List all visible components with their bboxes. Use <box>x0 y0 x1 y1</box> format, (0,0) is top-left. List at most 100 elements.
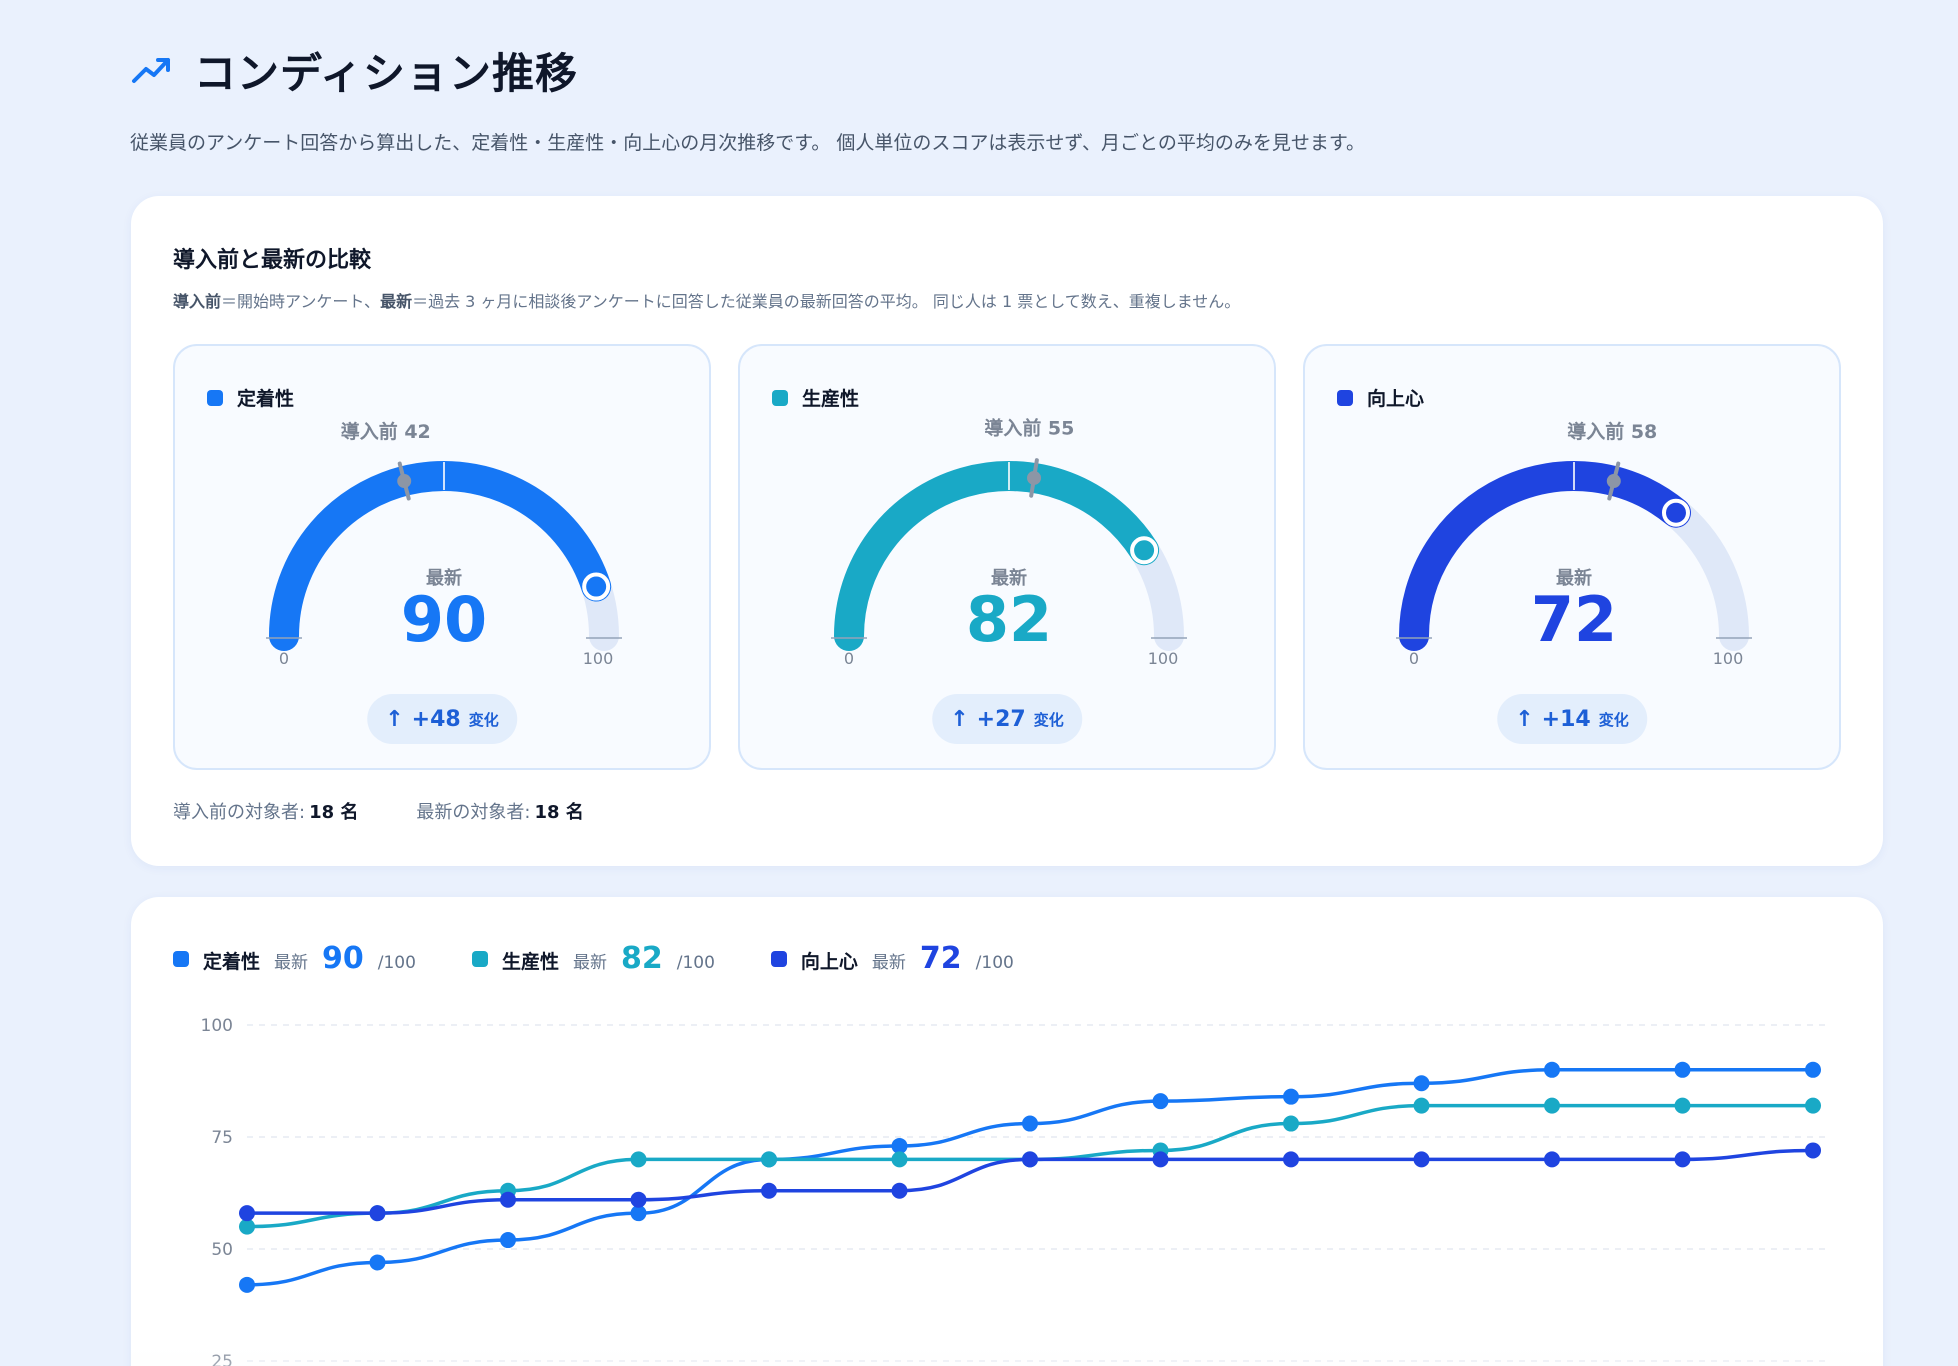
page-header: コンディション推移 <box>130 40 578 101</box>
data-point <box>369 1254 386 1271</box>
y-tick-label: 75 <box>211 1128 233 1148</box>
gauge-name: 向上心 <box>1367 388 1425 410</box>
before-marker-dot <box>1606 474 1621 489</box>
legend-dot <box>770 950 787 967</box>
data-point <box>1674 1151 1691 1168</box>
change-value: +14 <box>1541 706 1591 732</box>
page-description: 従業員のアンケート回答から算出した、定着性・生産性・向上心の月次推移です。 個人… <box>130 132 1365 154</box>
data-point <box>630 1191 647 1208</box>
before-marker-dot <box>397 474 412 489</box>
change-unit: 変化 <box>1033 710 1064 729</box>
legend-max: /100 <box>377 953 416 973</box>
gauge-max-label: 100 <box>1148 649 1179 668</box>
legend-latest-label: 最新 <box>274 953 309 973</box>
count-before: 導入前の対象者: 18 名 <box>173 802 359 823</box>
data-point <box>761 1151 777 1168</box>
y-tick-label: 100 <box>201 1016 233 1036</box>
latest-value: 72 <box>1531 583 1617 656</box>
gauge-card-retention: 導入前 42 最新 90 0 100 定着性 ↑ +48 変化 <box>173 344 711 770</box>
data-point <box>1805 1142 1821 1159</box>
legend-item-productivity: 生産性 最新 82 /100 <box>471 941 715 976</box>
data-point <box>1413 1151 1430 1168</box>
data-point <box>1544 1151 1560 1168</box>
data-point <box>891 1151 908 1168</box>
data-point <box>369 1205 386 1222</box>
legend-max: /100 <box>676 953 715 973</box>
y-tick-label: 50 <box>211 1240 233 1260</box>
gauge-min-label: 0 <box>1409 649 1419 668</box>
data-point <box>1674 1097 1691 1114</box>
latest-marker <box>1661 498 1690 527</box>
arrow-up-icon: ↑ <box>385 706 404 732</box>
legend-dot <box>173 950 189 967</box>
gauge-min-label: 0 <box>279 649 289 668</box>
latest-marker <box>582 572 611 601</box>
data-point <box>761 1182 777 1199</box>
data-point <box>500 1232 516 1249</box>
change-unit: 変化 <box>468 710 499 729</box>
data-point <box>239 1218 255 1235</box>
arrow-up-icon: ↑ <box>1515 706 1534 732</box>
legend-value: 82 <box>620 941 663 976</box>
respondent-counts: 導入前の対象者: 18 名 最新の対象者: 18 名 <box>173 798 584 824</box>
trend-chart-card: 定着性 最新 90 /100 生産性 最新 82 /100 向上心 最新 72 … <box>131 897 1883 1366</box>
data-point <box>1413 1097 1430 1114</box>
gauge-fill <box>834 461 1160 651</box>
before-marker-dot <box>1027 470 1042 485</box>
gauge-card-productivity: 導入前 55 最新 82 0 100 生産性 ↑ +27 変化 <box>738 344 1276 770</box>
legend-dot <box>471 950 488 967</box>
series-line <box>246 1068 1813 1287</box>
section-note: 導入前＝開始時アンケート、最新＝過去 3 ヶ月に相談後アンケートに回答した従業員… <box>173 292 1241 311</box>
data-point <box>630 1205 647 1222</box>
legend-value: 72 <box>919 941 962 976</box>
data-point <box>1544 1061 1560 1078</box>
data-point <box>1022 1151 1038 1168</box>
change-value: +27 <box>976 706 1026 732</box>
legend-latest-label: 最新 <box>871 953 906 973</box>
compare-card: 導入前と最新の比較 導入前＝開始時アンケート、最新＝過去 3 ヶ月に相談後アンケ… <box>131 196 1883 866</box>
trending-up-icon <box>130 47 174 95</box>
data-point <box>239 1276 255 1293</box>
data-point <box>1022 1115 1038 1132</box>
chart-legend: 定着性 最新 90 /100 生産性 最新 82 /100 向上心 最新 72 … <box>173 941 1070 976</box>
legend-dot <box>207 389 223 406</box>
legend-name: 生産性 <box>501 951 559 973</box>
latest-value: 90 <box>401 583 487 656</box>
gauge-max-label: 100 <box>1713 649 1744 668</box>
legend-max: /100 <box>975 953 1014 973</box>
latest-marker <box>1130 536 1159 565</box>
before-label: 導入前 42 <box>341 420 431 443</box>
data-point <box>1805 1061 1821 1078</box>
gauge-fill <box>269 461 612 651</box>
legend-dot <box>1337 389 1353 406</box>
data-point <box>239 1205 255 1222</box>
latest-label: 最新 <box>426 567 462 589</box>
gauge-fill <box>1399 461 1691 651</box>
data-point <box>1152 1151 1169 1168</box>
trend-line-chart: 100755025 <box>131 1016 1883 1366</box>
legend-value: 90 <box>322 941 364 976</box>
bottom-fade <box>131 1337 1883 1366</box>
data-point <box>1413 1075 1430 1092</box>
change-badge: ↑ +48 変化 <box>367 694 517 744</box>
arrow-up-icon: ↑ <box>950 706 969 732</box>
legend-item-retention: 定着性 最新 90 /100 <box>173 941 416 976</box>
change-badge: ↑ +14 変化 <box>1497 694 1647 744</box>
change-badge: ↑ +27 変化 <box>932 694 1082 744</box>
data-point <box>1674 1061 1691 1078</box>
legend-name: 向上心 <box>800 951 858 973</box>
data-point <box>891 1137 908 1154</box>
before-label: 導入前 55 <box>984 416 1074 439</box>
gauge-card-motivation: 導入前 58 最新 72 0 100 向上心 ↑ +14 変化 <box>1303 344 1841 770</box>
data-point <box>891 1182 908 1199</box>
gauge-name: 生産性 <box>802 388 860 410</box>
latest-value: 82 <box>966 583 1052 656</box>
latest-label: 最新 <box>991 567 1027 589</box>
legend-item-motivation: 向上心 最新 72 /100 <box>770 941 1014 976</box>
legend-latest-label: 最新 <box>572 953 607 973</box>
data-point <box>1283 1151 1299 1168</box>
change-value: +48 <box>411 706 461 732</box>
